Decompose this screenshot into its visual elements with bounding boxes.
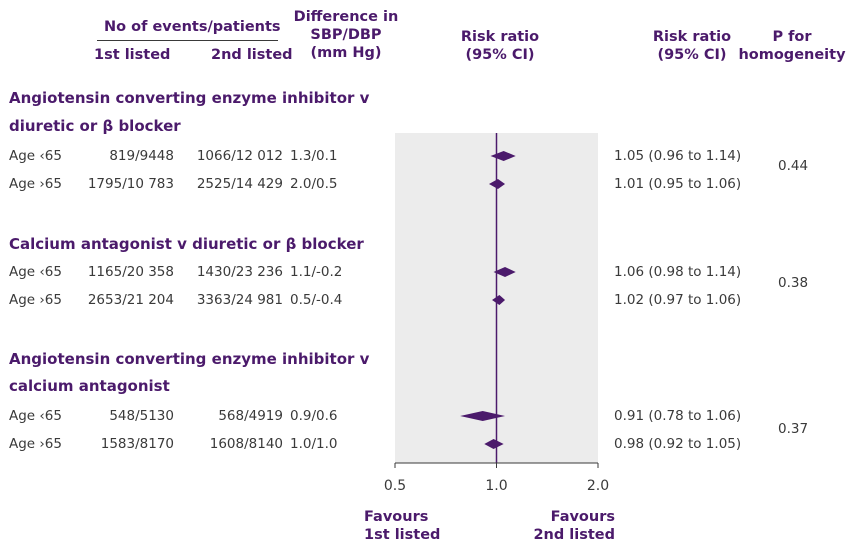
row-age-label: Age ‹65 <box>9 264 62 280</box>
risk-ratio-text-header: Risk ratio (95% CI) <box>652 29 732 63</box>
risk-ratio-diamond <box>492 295 506 305</box>
row-risk-ratio-text: 1.06 (0.98 to 1.14) <box>614 264 742 280</box>
risk-ratio-plot-header: Risk ratio (95% CI) <box>460 29 540 63</box>
row-first-listed: 548/5130 <box>109 408 174 424</box>
x-tick-label: 1.0 <box>485 478 507 494</box>
group-1-title-line-2: diuretic or β blocker <box>9 117 181 135</box>
p-value-group-1: 0.44 <box>778 158 809 174</box>
row-risk-ratio-text: 0.98 (0.92 to 1.05) <box>614 436 742 452</box>
p-value-group-3: 0.37 <box>778 421 809 437</box>
row-age-label: Age ›65 <box>9 292 62 308</box>
p-value-group-2: 0.38 <box>778 275 809 291</box>
sbp-dbp-header: Difference in SBP/DBP (mm Hg) <box>293 9 399 61</box>
events-header-rule <box>97 40 278 41</box>
risk-ratio-diamond <box>493 267 516 277</box>
row-second-listed: 2525/14 429 <box>196 176 283 192</box>
row-bp-difference: 1.3/0.1 <box>290 148 338 164</box>
row-age-label: Age ‹65 <box>9 148 62 164</box>
group-2-title: Calcium antagonist v diuretic or β block… <box>9 235 364 253</box>
row-bp-difference: 1.0/1.0 <box>290 436 338 452</box>
risk-ratio-markers <box>460 151 516 449</box>
favours-second-listed: Favours 2nd listed <box>533 509 615 543</box>
p-homogeneity-header: P for homogeneity <box>738 29 846 63</box>
row-bp-difference: 1.1/-0.2 <box>290 264 343 280</box>
row-first-listed: 819/9448 <box>109 148 174 164</box>
favours-first-listed: Favours 1st listed <box>364 509 441 543</box>
row-risk-ratio-text: 1.02 (0.97 to 1.06) <box>614 292 742 308</box>
group-3-title-line-1: Angiotensin converting enzyme inhibitor … <box>9 350 370 368</box>
row-bp-difference: 2.0/0.5 <box>290 176 338 192</box>
group-3-title-line-2: calcium antagonist <box>9 377 170 395</box>
x-tick-label: 0.5 <box>384 478 406 494</box>
row-risk-ratio-text: 1.05 (0.96 to 1.14) <box>614 148 742 164</box>
col-first-listed-header: 1st listed <box>94 47 171 63</box>
x-axis-ticks: 0.5 1.0 2.0 <box>384 463 609 494</box>
events-header: No of events/patients <box>104 19 281 35</box>
row-second-listed: 3363/24 981 <box>196 292 283 308</box>
risk-ratio-diamond <box>488 179 506 189</box>
x-tick-label: 2.0 <box>587 478 609 494</box>
row-age-label: Age ›65 <box>9 436 62 452</box>
row-second-listed: 568/4919 <box>218 408 283 424</box>
risk-ratio-diamond <box>490 151 516 161</box>
row-risk-ratio-text: 1.01 (0.95 to 1.06) <box>614 176 742 192</box>
row-first-listed: 1165/20 358 <box>87 264 174 280</box>
col-second-listed-header: 2nd listed <box>211 47 293 63</box>
row-risk-ratio-text: 0.91 (0.78 to 1.06) <box>614 408 742 424</box>
row-age-label: Age ›65 <box>9 176 62 192</box>
risk-ratio-diamond <box>484 439 504 449</box>
risk-ratio-diamond <box>460 411 506 421</box>
row-bp-difference: 0.9/0.6 <box>290 408 338 424</box>
row-first-listed: 2653/21 204 <box>87 292 174 308</box>
row-second-listed: 1066/12 012 <box>196 148 283 164</box>
row-age-label: Age ‹65 <box>9 408 62 424</box>
group-1-title-line-1: Angiotensin converting enzyme inhibitor … <box>9 89 370 107</box>
row-bp-difference: 0.5/-0.4 <box>290 292 343 308</box>
row-first-listed: 1583/8170 <box>100 436 174 452</box>
row-first-listed: 1795/10 783 <box>87 176 174 192</box>
row-second-listed: 1430/23 236 <box>196 264 283 280</box>
row-second-listed: 1608/8140 <box>209 436 283 452</box>
